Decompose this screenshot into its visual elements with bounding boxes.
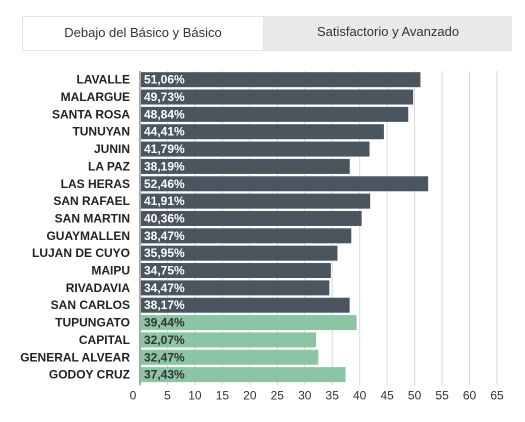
x-tick-label: 65 [490,388,504,402]
tab-satisfactorio-avanzado[interactable]: Satisfactorio y Avanzado [264,16,512,50]
bar [141,158,350,174]
bar [141,89,414,105]
bar [141,245,338,261]
value-label: 40,36% [144,211,185,225]
category-label: GENERAL ALVEAR [20,350,130,364]
bar [141,315,357,331]
x-tick-label: 15 [216,388,230,402]
category-label: TUNUYAN [72,125,130,139]
x-tick-label: 50 [408,388,422,402]
value-label: 38,47% [144,229,185,243]
bar [141,367,346,383]
bar [141,141,370,157]
value-label: 35,95% [144,246,185,260]
category-label: TUPUNGATO [55,316,130,330]
category-label: GUAYMALLEN [46,229,130,243]
bar [141,124,384,140]
x-tick-label: 30 [298,388,312,402]
value-label: 39,44% [144,316,185,330]
category-label: CAPITAL [79,333,130,347]
bar [141,297,350,313]
value-label: 49,73% [144,90,185,104]
x-tick-label: 45 [380,388,394,402]
category-label: MAIPU [91,264,130,278]
value-label: 41,79% [144,142,185,156]
bar [141,263,331,279]
value-label: 51,06% [144,73,185,87]
value-label: 48,84% [144,107,185,121]
category-label: LA PAZ [88,159,130,173]
category-label: SAN CARLOS [51,298,130,312]
value-label: 44,41% [144,125,185,139]
value-label: 34,75% [144,264,185,278]
x-tick-label: 60 [463,388,477,402]
bar [141,280,330,296]
bar [141,72,421,88]
category-label: LAVALLE [76,73,130,87]
tab-divider [22,50,512,51]
value-label: 32,07% [144,333,185,347]
bar [141,176,429,192]
category-label: LUJAN DE CUYO [32,246,130,260]
category-label: SAN MARTIN [55,211,130,225]
x-tick-label: 10 [188,388,202,402]
category-label: SAN RAFAEL [53,194,130,208]
value-label: 41,91% [144,194,185,208]
bar [141,332,317,348]
bar [141,210,362,226]
x-tick-label: 55 [435,388,449,402]
category-label: JUNIN [94,142,130,156]
category-label: LAS HERAS [61,177,130,191]
bar [141,349,319,365]
bar [141,193,371,209]
tab-bar: Debajo del Básico y Básico Satisfactorio… [22,16,512,50]
x-tick-label: 25 [271,388,285,402]
value-label: 32,47% [144,350,185,364]
value-label: 38,17% [144,298,185,312]
bar [141,228,352,244]
x-tick-label: 5 [164,388,171,402]
x-tick-label: 40 [353,388,367,402]
value-label: 38,19% [144,159,185,173]
tab-debajo-basico[interactable]: Debajo del Básico y Básico [22,16,264,50]
category-label: RIVADAVIA [66,281,131,295]
value-label: 52,46% [144,177,185,191]
x-tick-label: 35 [326,388,340,402]
bar [141,106,409,122]
x-tick-label: 20 [243,388,257,402]
value-label: 34,47% [144,281,185,295]
x-tick-label: 0 [130,388,137,402]
category-label: SANTA ROSA [52,107,130,121]
value-label: 37,43% [144,368,185,382]
category-label: GODOY CRUZ [49,368,130,382]
category-label: MALARGUE [61,90,130,104]
